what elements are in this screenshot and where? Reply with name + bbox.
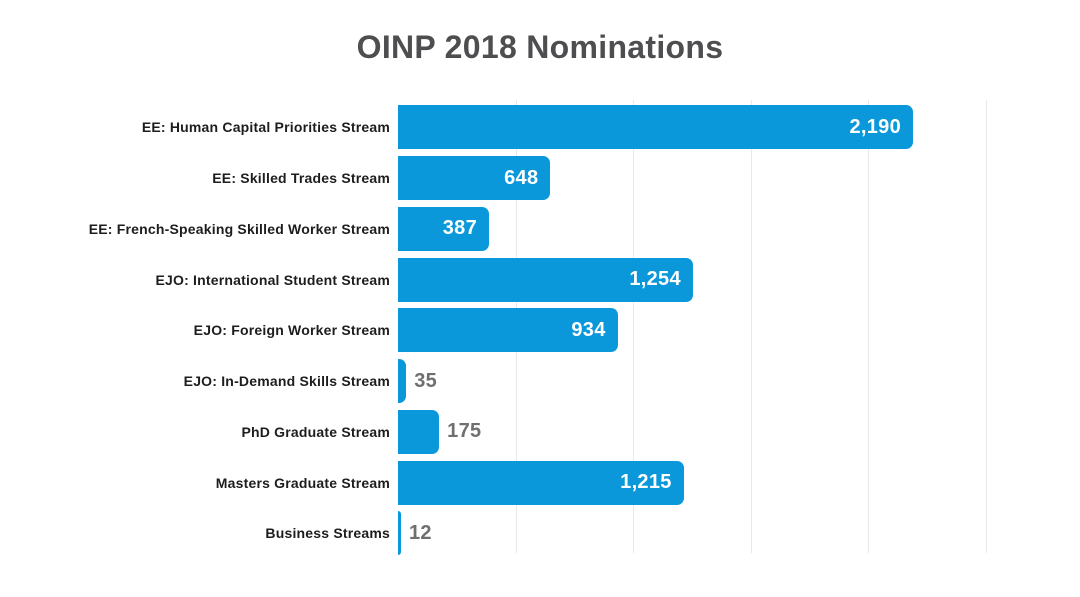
bar-rows: EE: Human Capital Priorities Stream 2,190… [60, 102, 1040, 559]
category-label: Business Streams [265, 525, 390, 542]
bar: 648 [398, 156, 551, 201]
bar-row: Masters Graduate Stream 1,215 [60, 457, 1040, 508]
value-label: 175 [447, 420, 482, 443]
bar-row: PhD Graduate Stream 175 [60, 407, 1040, 458]
value-label: 2,190 [849, 115, 901, 138]
bar-row: Business Streams 12 [60, 508, 1040, 559]
category-label: EJO: International Student Stream [155, 271, 390, 288]
bar-row: EE: Skilled Trades Stream 648 [60, 153, 1040, 204]
bar: 1,254 [398, 257, 693, 302]
bar-track: 1,254 [398, 257, 1040, 302]
bar-track: 175 [398, 409, 1040, 454]
gridline [985, 100, 987, 553]
bar-track: 934 [398, 308, 1040, 353]
value-label: 1,254 [629, 268, 681, 291]
gridline [750, 100, 752, 553]
bar [398, 359, 407, 404]
bar: 387 [398, 206, 489, 251]
value-label: 35 [414, 369, 438, 392]
value-label: 1,215 [620, 471, 672, 494]
bar-track: 12 [398, 511, 1040, 556]
bar-track: 35 [398, 359, 1040, 404]
bar-row: EJO: In-Demand Skills Stream 35 [60, 356, 1040, 407]
bar: 2,190 [398, 105, 913, 150]
bar-row: EJO: Foreign Worker Stream 934 [60, 305, 1040, 356]
category-label: EJO: In-Demand Skills Stream [183, 373, 390, 390]
category-label: PhD Graduate Stream [241, 423, 390, 440]
bar-chart: EE: Human Capital Priorities Stream 2,190… [60, 100, 1040, 562]
bar: 934 [398, 308, 618, 353]
value-label: 12 [409, 521, 432, 544]
value-label: 387 [442, 217, 477, 240]
gridline [633, 100, 635, 553]
value-label: 934 [571, 318, 606, 341]
category-label: EE: Human Capital Priorities Stream [141, 119, 390, 136]
category-label: Masters Graduate Stream [215, 474, 390, 491]
bar [398, 511, 401, 556]
bar-track: 2,190 [398, 105, 1040, 150]
bar-row: EE: French-Speaking Skilled Worker Strea… [60, 204, 1040, 255]
bar-row: EJO: International Student Stream 1,254 [60, 254, 1040, 305]
category-label: EE: Skilled Trades Stream [212, 170, 390, 187]
chart-title: OINP 2018 Nominations [356, 29, 724, 65]
category-label: EE: French-Speaking Skilled Worker Strea… [88, 220, 390, 237]
bar-track: 387 [398, 206, 1040, 251]
bar [398, 409, 440, 454]
bar-row: EE: Human Capital Priorities Stream 2,190 [60, 102, 1040, 153]
category-label: EJO: Foreign Worker Stream [193, 322, 390, 339]
value-label: 648 [504, 166, 539, 189]
gridline [868, 100, 870, 553]
bar-track: 1,215 [398, 460, 1040, 505]
bar: 1,215 [398, 460, 684, 505]
bar-track: 648 [398, 156, 1040, 201]
